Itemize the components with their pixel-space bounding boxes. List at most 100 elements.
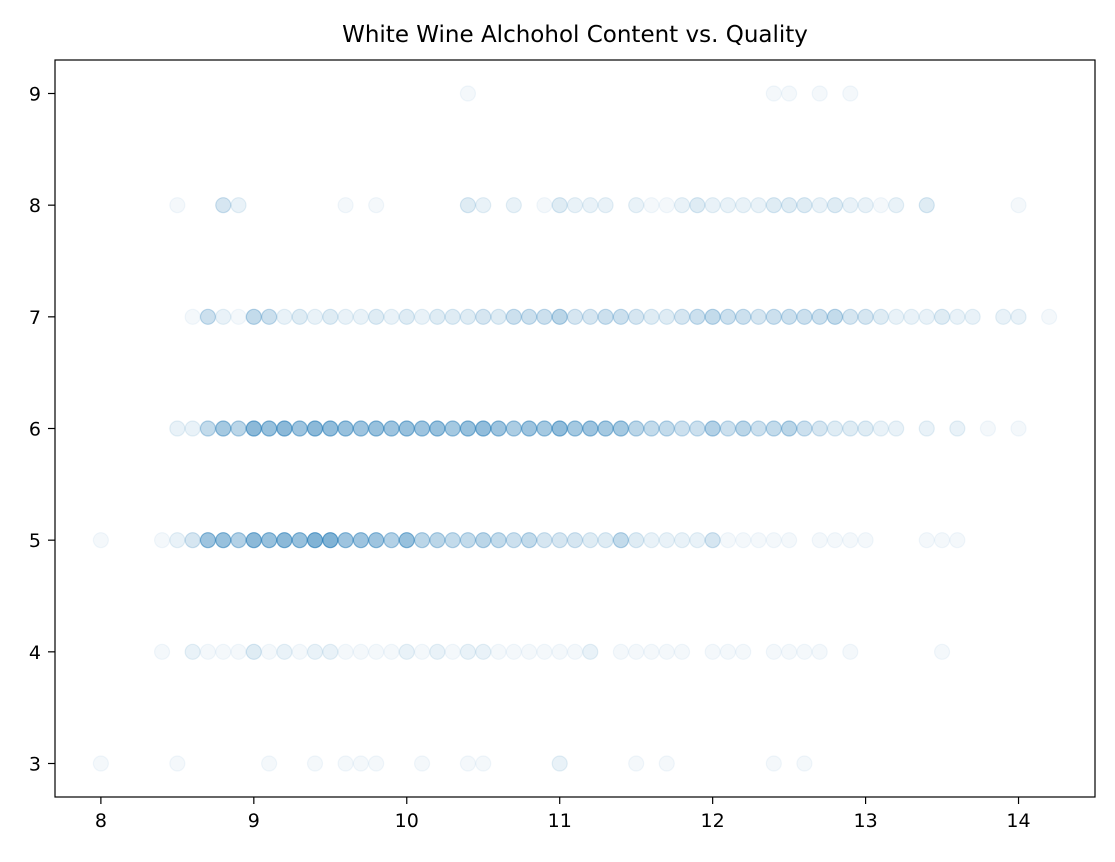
data-point xyxy=(322,420,339,437)
data-point xyxy=(261,308,278,325)
data-point xyxy=(704,197,721,214)
data-point xyxy=(796,755,813,772)
data-point xyxy=(245,308,262,325)
y-tick-label: 3 xyxy=(29,754,41,776)
y-tick-label: 5 xyxy=(29,530,41,552)
data-point xyxy=(643,420,660,437)
data-point xyxy=(628,308,645,325)
data-points xyxy=(92,85,1058,772)
data-point xyxy=(215,197,232,214)
data-point xyxy=(765,85,782,102)
data-point xyxy=(505,197,522,214)
data-point xyxy=(995,308,1012,325)
data-point xyxy=(826,197,844,214)
data-point xyxy=(658,643,675,660)
data-point xyxy=(475,755,492,772)
data-point xyxy=(872,420,889,437)
data-point xyxy=(153,532,171,549)
data-point xyxy=(245,532,262,549)
data-point xyxy=(842,197,859,214)
data-point xyxy=(612,643,629,660)
data-point xyxy=(459,197,477,214)
data-point xyxy=(306,643,324,660)
data-point xyxy=(169,532,186,549)
data-point xyxy=(673,643,691,660)
data-point xyxy=(612,420,629,437)
data-point xyxy=(505,643,522,660)
data-point xyxy=(398,643,415,660)
data-point xyxy=(796,308,813,325)
data-point xyxy=(597,308,614,325)
data-point xyxy=(765,532,782,549)
data-point xyxy=(750,308,767,325)
data-point xyxy=(1010,308,1027,325)
data-point xyxy=(184,643,201,660)
data-point xyxy=(811,532,828,549)
data-point xyxy=(918,532,935,549)
data-point xyxy=(964,308,981,325)
data-point xyxy=(811,85,828,102)
x-axis: 8 9 10 11 12 13 14 xyxy=(95,797,1031,832)
data-point xyxy=(826,420,844,437)
data-point xyxy=(230,420,247,437)
data-point xyxy=(689,420,706,437)
data-point xyxy=(398,308,415,325)
data-point xyxy=(566,532,584,549)
data-point xyxy=(337,532,354,549)
data-point xyxy=(368,308,385,325)
data-point xyxy=(521,532,538,549)
data-point xyxy=(643,197,660,214)
data-point xyxy=(689,308,706,325)
data-point xyxy=(413,643,431,660)
data-point xyxy=(215,420,232,437)
data-point xyxy=(842,643,859,660)
data-point xyxy=(781,420,798,437)
data-point xyxy=(918,197,935,214)
data-point xyxy=(811,197,828,214)
data-point xyxy=(826,308,844,325)
data-point xyxy=(505,420,522,437)
data-point xyxy=(505,532,522,549)
data-point xyxy=(291,308,308,325)
data-point xyxy=(796,643,813,660)
data-point xyxy=(781,532,798,549)
data-point xyxy=(796,197,813,214)
data-point xyxy=(673,532,691,549)
data-point xyxy=(949,308,966,325)
data-point xyxy=(857,420,874,437)
data-point xyxy=(276,308,293,325)
data-point xyxy=(719,308,737,325)
data-point xyxy=(765,755,782,772)
data-point xyxy=(337,308,354,325)
data-point xyxy=(291,532,308,549)
y-tick-label: 9 xyxy=(29,84,41,106)
data-point xyxy=(199,308,217,325)
data-point xyxy=(475,532,492,549)
data-point xyxy=(888,308,905,325)
data-point xyxy=(536,197,553,214)
data-point xyxy=(781,643,798,660)
data-point xyxy=(918,420,935,437)
data-point xyxy=(521,420,538,437)
data-point xyxy=(475,308,492,325)
data-point xyxy=(612,308,629,325)
data-point xyxy=(245,420,262,437)
data-point xyxy=(291,643,308,660)
data-point xyxy=(413,532,431,549)
data-point xyxy=(658,197,675,214)
data-point xyxy=(872,308,889,325)
data-point xyxy=(199,532,217,549)
data-point xyxy=(444,532,461,549)
data-point xyxy=(444,420,461,437)
data-point xyxy=(490,308,507,325)
data-point xyxy=(398,420,415,437)
data-point xyxy=(184,308,201,325)
data-point xyxy=(765,643,782,660)
data-point xyxy=(796,420,813,437)
data-point xyxy=(368,420,385,437)
data-point xyxy=(597,532,614,549)
data-point xyxy=(888,197,905,214)
data-point xyxy=(719,643,737,660)
data-point xyxy=(459,755,477,772)
data-point xyxy=(536,308,553,325)
